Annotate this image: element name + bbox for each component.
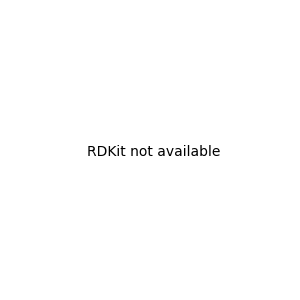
Text: RDKit not available: RDKit not available — [87, 145, 220, 158]
